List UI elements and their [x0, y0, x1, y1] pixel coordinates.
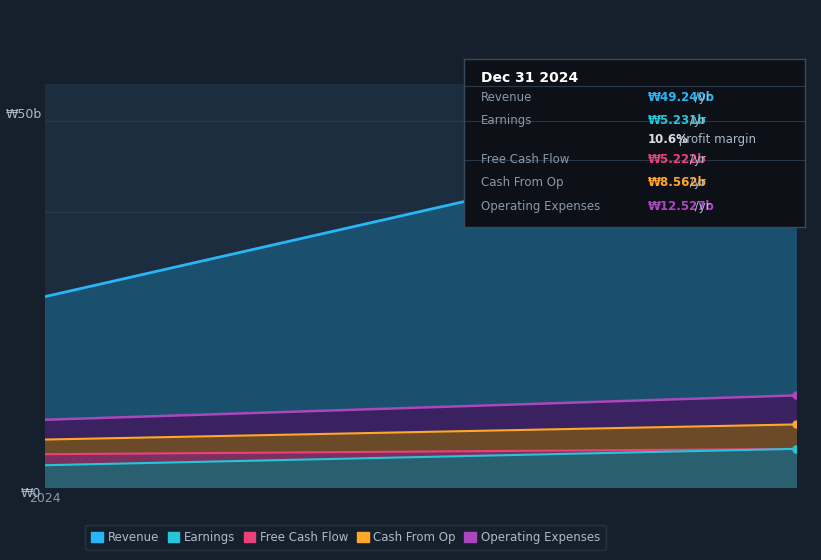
Text: ₩5.231b: ₩5.231b	[648, 114, 707, 127]
Text: ₩8.562b: ₩8.562b	[648, 176, 707, 189]
Text: ₩0: ₩0	[21, 487, 41, 500]
Text: 10.6%: 10.6%	[648, 133, 689, 146]
Text: Dec 31 2024: Dec 31 2024	[481, 71, 578, 85]
Text: Operating Expenses: Operating Expenses	[481, 200, 600, 213]
Text: ₩5.222b: ₩5.222b	[648, 153, 707, 166]
Text: ₩12.527b: ₩12.527b	[648, 200, 714, 213]
Text: profit margin: profit margin	[675, 133, 756, 146]
Text: /yr: /yr	[686, 153, 706, 166]
Text: /yr: /yr	[686, 176, 706, 189]
Legend: Revenue, Earnings, Free Cash Flow, Cash From Op, Operating Expenses: Revenue, Earnings, Free Cash Flow, Cash …	[85, 525, 606, 550]
Text: /yr: /yr	[686, 114, 706, 127]
Text: Earnings: Earnings	[481, 114, 532, 127]
Text: ₩49.240b: ₩49.240b	[648, 91, 715, 104]
Text: Free Cash Flow: Free Cash Flow	[481, 153, 569, 166]
Text: /yr: /yr	[691, 91, 711, 104]
Text: ₩50b: ₩50b	[5, 108, 41, 120]
Text: Cash From Op: Cash From Op	[481, 176, 563, 189]
Text: Revenue: Revenue	[481, 91, 532, 104]
Text: /yr: /yr	[691, 200, 711, 213]
